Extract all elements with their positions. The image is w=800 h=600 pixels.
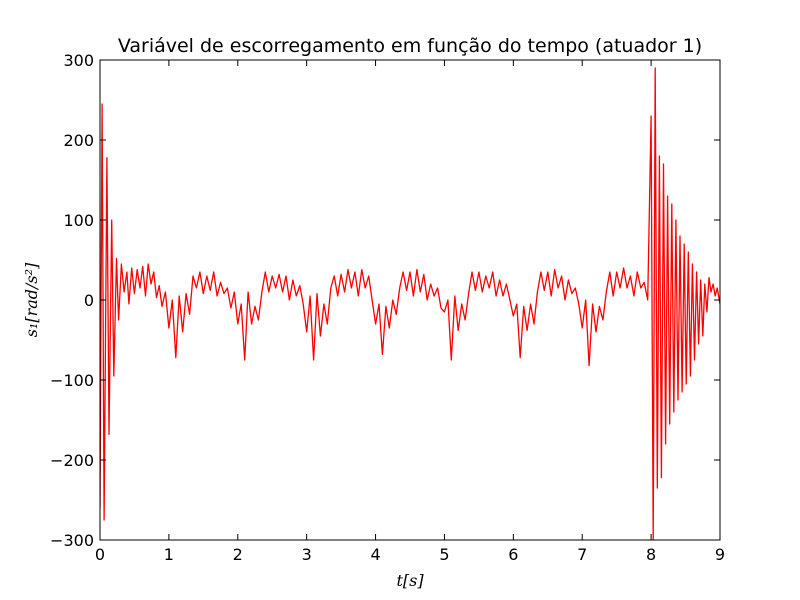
x-tick-label: 8	[646, 545, 656, 564]
x-tick-label: 7	[577, 545, 587, 564]
series-layer	[100, 67, 720, 540]
y-tick-label: −100	[50, 371, 94, 390]
x-tick-label: 0	[95, 545, 105, 564]
x-tick-label: 5	[439, 545, 449, 564]
y-axis-label: s₁[rad/s²]	[22, 262, 41, 337]
x-tick-label: 1	[164, 545, 174, 564]
y-tick-label: 300	[63, 51, 94, 70]
y-axis: −300 −200 −100 0 100 200 300	[50, 51, 720, 550]
x-axis-label: t[s]	[396, 571, 424, 590]
x-tick-label: 3	[302, 545, 312, 564]
x-tick-label: 9	[715, 545, 725, 564]
x-tick-label: 2	[233, 545, 243, 564]
y-tick-label: 0	[84, 291, 94, 310]
x-axis: 0 1 2 3 4 5 6 7 8 9	[95, 60, 725, 564]
chart-title: Variável de escorregamento em função do …	[118, 35, 702, 57]
y-tick-label: 100	[63, 211, 94, 230]
y-tick-label: −300	[50, 531, 94, 550]
y-tick-label: −200	[50, 451, 94, 470]
x-tick-label: 4	[370, 545, 380, 564]
y-tick-label: 200	[63, 131, 94, 150]
plot-area	[100, 67, 720, 540]
series-line	[100, 67, 720, 540]
x-tick-label: 6	[508, 545, 518, 564]
